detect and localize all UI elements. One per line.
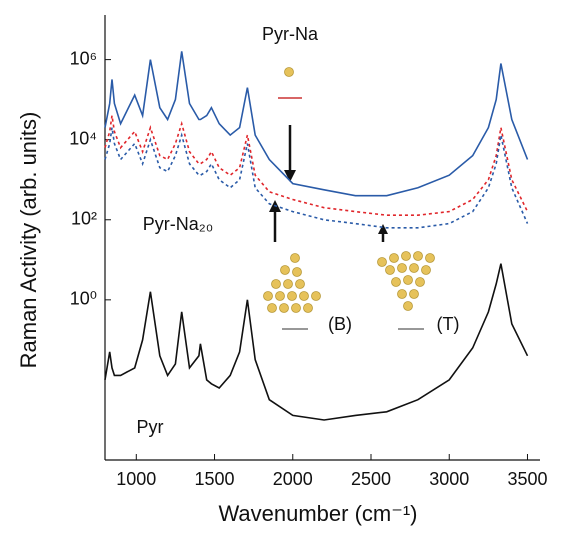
series-line xyxy=(104,127,529,229)
y-tick-label: 10⁴ xyxy=(69,128,97,148)
x-tick-label: 3500 xyxy=(507,469,547,489)
y-tick-label: 10⁶ xyxy=(70,48,97,68)
series-label: (T) xyxy=(437,314,460,334)
x-tick-label: 1000 xyxy=(116,469,156,489)
y-tick-label: 10⁰ xyxy=(70,289,97,309)
y-tick-label: 10² xyxy=(71,209,97,229)
series-label: (B) xyxy=(328,314,352,334)
x-axis-label: Wavenumber (cm⁻¹) xyxy=(218,501,417,526)
series-line xyxy=(104,51,529,197)
x-tick-label: 2000 xyxy=(273,469,313,489)
x-tick-label: 1500 xyxy=(195,469,235,489)
x-tick-label: 3000 xyxy=(429,469,469,489)
series-line xyxy=(104,263,529,421)
y-axis-label: Raman Activity (arb. units) xyxy=(16,112,41,369)
x-tick-label: 2500 xyxy=(351,469,391,489)
cluster-icons xyxy=(263,67,435,330)
series-line xyxy=(104,115,529,216)
series-label: Pyr xyxy=(137,417,164,437)
arrows xyxy=(269,125,388,242)
series-label: Pyr-Na xyxy=(262,24,319,44)
annotation: Pyr-Na₂₀ xyxy=(143,214,213,234)
